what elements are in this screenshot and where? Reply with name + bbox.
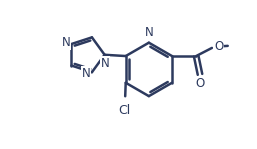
Text: N: N (61, 36, 70, 49)
Text: N: N (144, 26, 153, 39)
Text: N: N (101, 57, 109, 70)
Text: Cl: Cl (118, 104, 131, 117)
Text: N: N (82, 67, 91, 80)
Text: O: O (195, 77, 205, 90)
Text: O: O (214, 40, 223, 53)
